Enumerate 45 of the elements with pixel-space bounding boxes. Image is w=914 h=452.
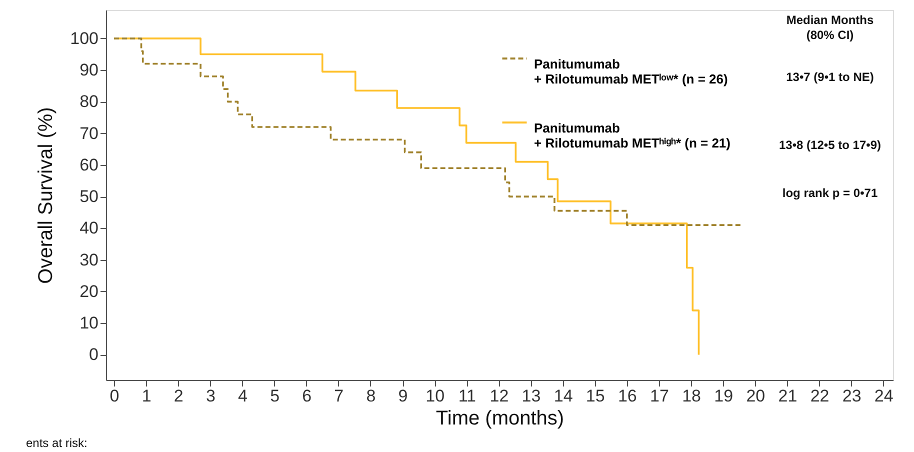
x-tick-label: 12 (490, 386, 509, 406)
x-tick-label: 16 (618, 386, 637, 406)
x-tick-label: 18 (682, 386, 701, 406)
x-tick-label: 13 (522, 386, 541, 406)
y-tick-label: 30 (80, 250, 98, 270)
y-tick-label: 60 (80, 155, 98, 174)
y-tick-label: 0 (89, 345, 98, 364)
x-tick-label: 20 (746, 386, 766, 406)
x-tick-label: 10 (426, 386, 445, 406)
x-tick-label: 3 (206, 386, 216, 406)
y-tick-label: 20 (80, 282, 98, 301)
annotation: 13•8 (12•5 to 17•9) (779, 138, 881, 152)
y-tick-label: 80 (80, 92, 98, 112)
y-tick-label: 90 (80, 60, 98, 80)
y-tick-label: 40 (80, 218, 98, 238)
x-tick-label: 8 (366, 386, 376, 406)
x-tick-label: 9 (398, 386, 408, 406)
x-tick-label: 19 (714, 386, 734, 406)
annotation: Median Months (80% CI) (786, 13, 874, 42)
legend-label: Panitumumab + Rilotumumab METʰⁱᵍʰ* (n = 21) (534, 120, 730, 150)
y-tick-label: 50 (80, 187, 98, 206)
x-tick-label: 7 (334, 386, 344, 406)
x-tick-label: 15 (586, 386, 605, 406)
x-tick-label: 22 (810, 386, 830, 406)
annotation: log rank p = 0•71 (782, 186, 878, 200)
legend-label: Panitumumab + Rilotumumab METˡᵒʷ* (n = 26) (534, 56, 728, 86)
x-tick-label: 5 (270, 386, 280, 406)
x-tick-label: 6 (302, 386, 312, 406)
x-tick-label: 14 (554, 386, 573, 406)
x-tick-label: 4 (238, 386, 248, 406)
y-tick-label: 100 (70, 28, 98, 48)
y-tick-label: 70 (80, 124, 98, 143)
x-tick-label: 23 (842, 386, 862, 406)
x-tick-label: 11 (458, 386, 476, 406)
x-tick-label: 24 (874, 386, 894, 406)
x-tick-label: 21 (778, 386, 798, 406)
y-tick-label: 10 (80, 314, 98, 333)
annotation: 13•7 (9•1 to NE) (786, 70, 874, 84)
x-axis-title: Time (months) (436, 408, 564, 430)
x-tick-label: 0 (110, 386, 120, 406)
y-axis-title: Overall Survival (%) (35, 107, 58, 284)
text: ents at risk: (26, 436, 88, 450)
x-tick-label: 2 (174, 386, 184, 406)
x-tick-label: 17 (650, 386, 669, 406)
x-tick-label: 1 (142, 386, 152, 406)
